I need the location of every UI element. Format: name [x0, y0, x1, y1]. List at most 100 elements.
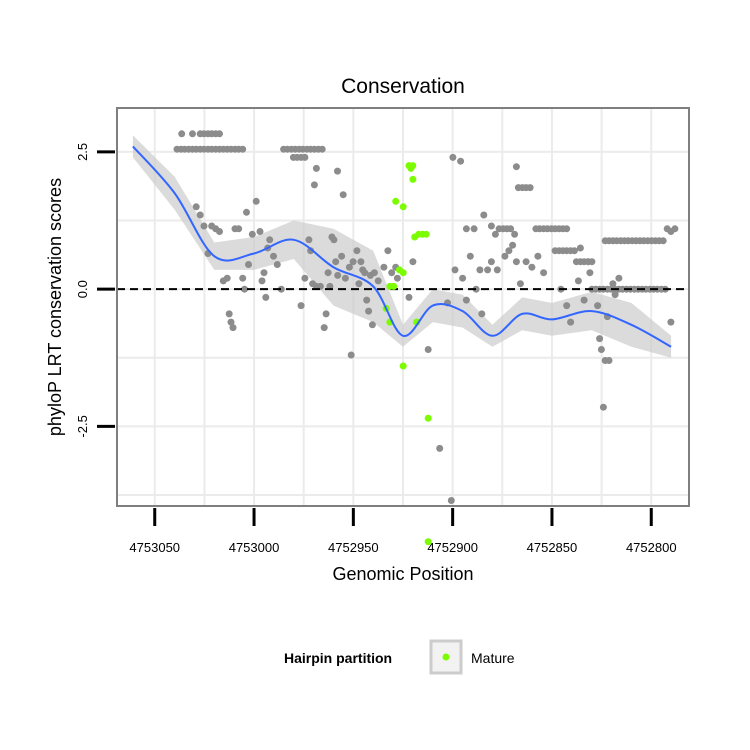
data-point-other [320, 324, 328, 332]
legend-title: Hairpin partition [284, 650, 392, 666]
data-point-other [388, 269, 396, 277]
data-point-other [528, 263, 536, 271]
data-point-other [597, 346, 605, 353]
data-point-other [326, 282, 334, 290]
data-point-other [370, 269, 378, 277]
data-point-other [266, 236, 274, 244]
data-point-mature [409, 175, 417, 183]
data-point-other [178, 130, 186, 138]
data-point-other [239, 145, 247, 153]
data-point-other [584, 258, 592, 266]
data-point-mature [424, 538, 432, 546]
data-point-other [277, 285, 285, 293]
data-point-other [305, 236, 313, 244]
data-point-other [487, 222, 495, 230]
data-point-other [659, 237, 667, 245]
data-point-other [462, 296, 470, 304]
data-point-other [511, 230, 519, 238]
data-point-other [374, 277, 382, 285]
data-point-other [667, 228, 675, 235]
data-point-mature [399, 203, 407, 211]
data-point-other [409, 258, 417, 266]
legend: Hairpin partition Mature [284, 639, 515, 675]
data-point-other [216, 228, 223, 235]
data-point-other [484, 266, 492, 274]
panel-border [116, 107, 690, 507]
data-point-other [596, 335, 604, 343]
data-point-other [609, 280, 617, 288]
data-point-other [196, 211, 204, 219]
data-point-other [563, 225, 571, 233]
data-point-other [476, 266, 484, 274]
data-point-other [270, 252, 277, 260]
data-point-other [580, 296, 588, 304]
x-axis-title: Genomic Position [332, 564, 473, 584]
data-point-other [384, 247, 392, 255]
data-point-other [512, 258, 520, 266]
data-point-other [451, 266, 459, 274]
data-point-other [611, 291, 619, 299]
data-point-other [322, 310, 330, 318]
data-point-other [534, 252, 542, 260]
x-tick-label: 4752950 [328, 540, 379, 555]
data-point-other [472, 285, 480, 293]
data-point-other [355, 280, 363, 288]
data-point-other [312, 164, 320, 172]
data-point-other [248, 230, 256, 238]
data-point-other [318, 145, 326, 153]
data-point-other [334, 271, 342, 279]
legend-key-mature [442, 653, 450, 661]
plot-panel [116, 107, 690, 546]
data-point-other [540, 269, 548, 277]
data-point-other [563, 302, 571, 310]
y-axis: 2.5 0.0 -2.5 phyloP LRT conservation score… [45, 143, 115, 438]
data-point-other [245, 261, 252, 268]
data-point-other [576, 244, 584, 252]
data-point-other [324, 269, 332, 277]
data-point-other [339, 191, 347, 199]
data-point-other [225, 310, 233, 318]
points-other [173, 130, 679, 504]
x-axis: 4753050 4753000 4752950 4752900 4752850 47528… [129, 508, 677, 584]
data-point-other [526, 184, 534, 192]
data-point-other [349, 258, 357, 266]
data-point-other [491, 230, 499, 238]
data-point-other [459, 274, 467, 282]
data-point-mature [399, 362, 407, 370]
data-point-other [512, 163, 520, 171]
data-point-other [522, 258, 530, 266]
data-point-other [229, 324, 237, 332]
data-point-other [235, 225, 243, 233]
data-point-other [301, 153, 309, 161]
data-point-other [260, 269, 268, 277]
data-point-other [307, 247, 315, 255]
data-point-other [405, 293, 413, 301]
data-point-other [365, 307, 373, 315]
data-point-mature [424, 414, 432, 422]
data-point-other [480, 211, 488, 219]
data-point-other [594, 302, 602, 310]
y-tick-label: 2.5 [75, 143, 90, 161]
y-tick-label: 0.0 [75, 280, 90, 298]
data-point-other [667, 318, 675, 326]
smooth-trend-line [132, 145, 672, 348]
data-point-other [449, 153, 457, 161]
data-point-other [216, 130, 223, 138]
data-point-other [334, 167, 341, 175]
data-point-other [301, 274, 309, 282]
data-point-other [243, 208, 250, 216]
data-point-other [501, 252, 509, 260]
data-point-mature [422, 230, 430, 238]
x-tick-label: 4752800 [626, 540, 677, 555]
y-tick-label: -2.5 [75, 415, 90, 437]
data-point-other [424, 346, 432, 353]
data-point-other [332, 258, 340, 266]
data-point-other [330, 236, 338, 244]
data-point-other [470, 225, 478, 233]
data-point-other [505, 247, 513, 255]
data-point-other [487, 258, 495, 266]
data-point-mature [399, 269, 407, 277]
data-point-other [574, 277, 582, 285]
data-point-other [599, 403, 607, 411]
